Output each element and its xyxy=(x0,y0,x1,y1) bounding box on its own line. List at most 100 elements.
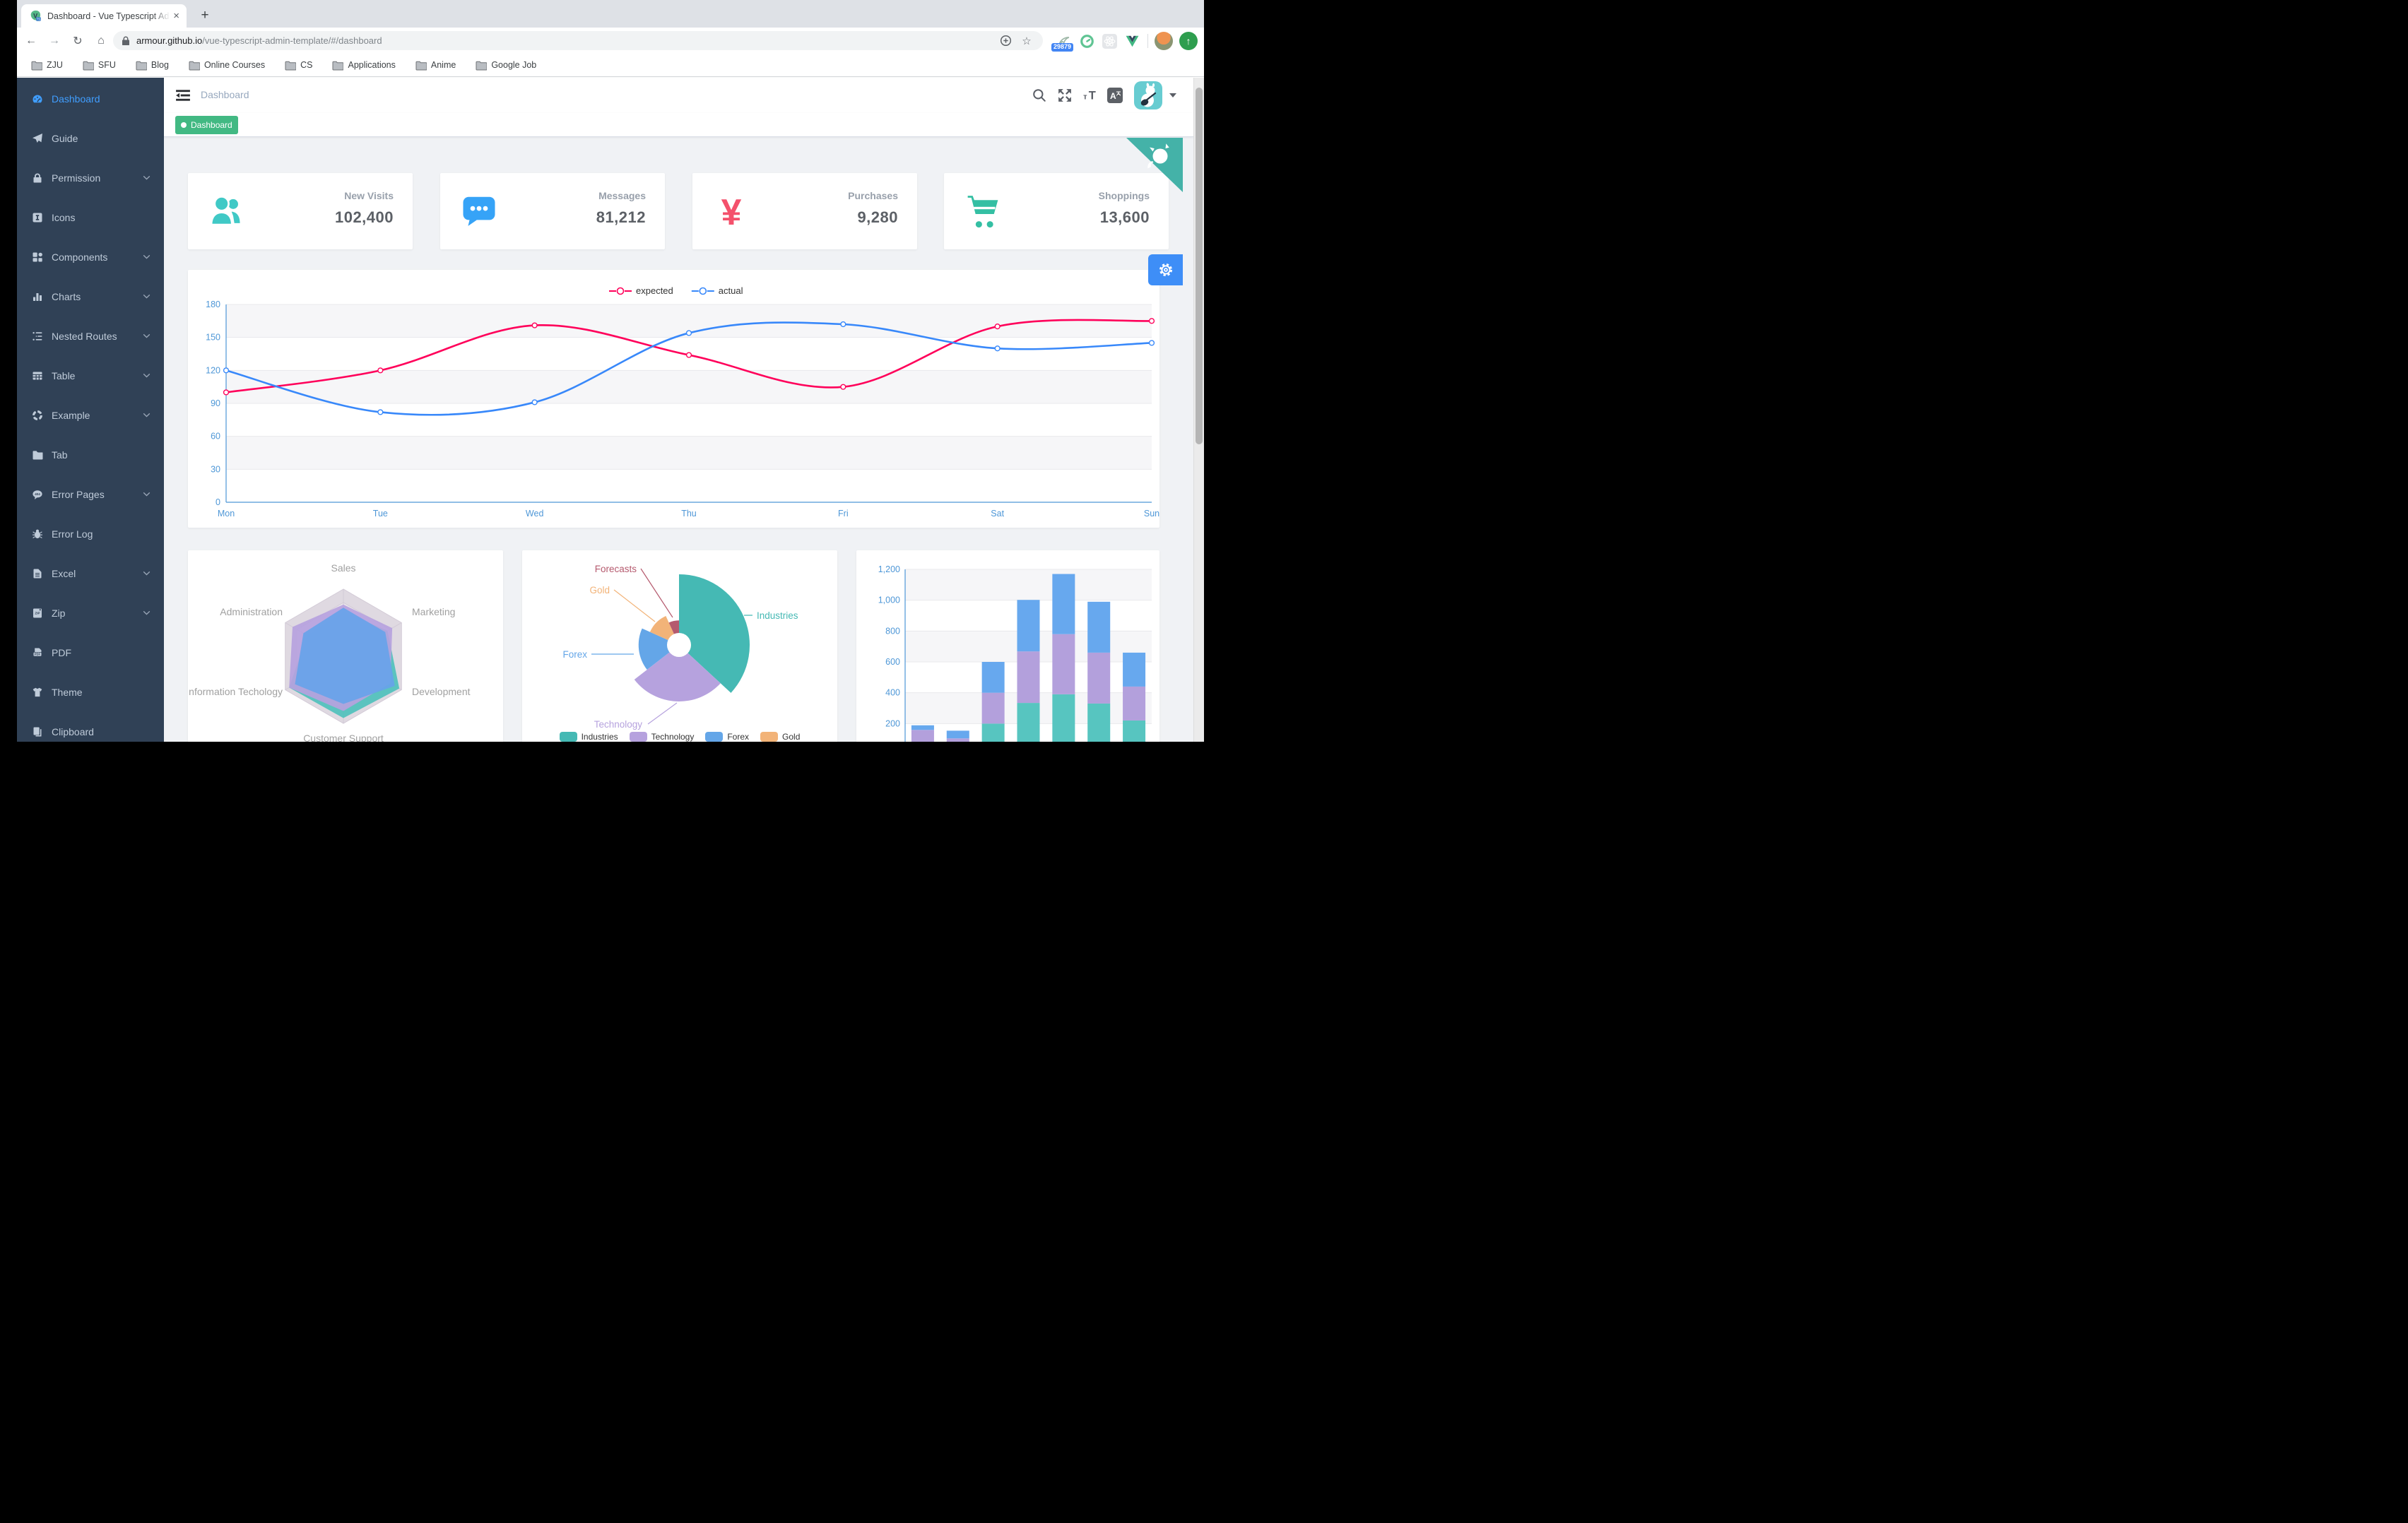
lock-icon xyxy=(122,36,129,45)
reload-icon[interactable]: ↻ xyxy=(73,35,83,47)
sidebar-item-components[interactable]: Components xyxy=(17,237,164,277)
svg-text:A: A xyxy=(1110,91,1116,101)
scrollbar-thumb[interactable] xyxy=(1196,88,1203,444)
settings-gear-button[interactable] xyxy=(1148,254,1183,285)
extension-download-icon[interactable]: 29879 xyxy=(1051,32,1074,52)
svg-text:Administration: Administration xyxy=(220,606,283,617)
sidebar-item-tab[interactable]: Tab xyxy=(17,435,164,475)
chevron-down-icon[interactable] xyxy=(1169,93,1176,101)
extension-ring-icon[interactable] xyxy=(1078,32,1095,49)
new-tab-button[interactable]: + xyxy=(201,8,209,23)
folder-icon xyxy=(476,60,488,71)
bookmark-item[interactable]: Google Job xyxy=(471,60,536,71)
legend-swatch xyxy=(629,732,647,742)
svg-text:1,000: 1,000 xyxy=(878,595,900,605)
folder-icon xyxy=(189,60,200,71)
legend-item-forex[interactable]: Forex xyxy=(705,732,749,742)
error-pages-icon: 404 xyxy=(32,489,43,500)
line-chart[interactable]: 0 30 60 90 120 150 180 Mon Tue Wed Thu Fri Sat Sun exp… xyxy=(188,270,1159,528)
nested-icon xyxy=(32,331,43,342)
svg-text:180: 180 xyxy=(206,300,220,309)
sidebar-item-error-pages[interactable]: 404 Error Pages xyxy=(17,475,164,514)
svg-text:90: 90 xyxy=(211,398,220,408)
bookmark-item[interactable]: Online Courses xyxy=(184,60,265,71)
sidebar-item-zip[interactable]: ZIP Zip xyxy=(17,593,164,633)
tab-close-icon[interactable]: × xyxy=(173,10,179,22)
bookmark-item[interactable]: ZJU xyxy=(27,60,63,71)
money-icon: ¥ xyxy=(712,191,750,232)
url-bar[interactable]: armour.github.io/vue-typescript-admin-te… xyxy=(113,31,1043,50)
svg-text:800: 800 xyxy=(885,626,900,636)
chrome-update-button[interactable]: ↑ xyxy=(1179,32,1198,50)
bookmark-item[interactable]: SFU xyxy=(78,60,116,71)
svg-text:600: 600 xyxy=(885,657,900,667)
bookmark-item[interactable]: Applications xyxy=(328,60,396,71)
legend-item-gold[interactable]: Gold xyxy=(760,732,800,742)
react-devtools-icon[interactable] xyxy=(1101,32,1118,49)
stat-card-purchases[interactable]: ¥ Purchases 9,280 xyxy=(692,173,917,249)
radar-chart-card: Sales Administration Information Techology… xyxy=(188,550,503,742)
stat-card-shoppings[interactable]: Shoppings 13,600 xyxy=(944,173,1169,249)
components-icon xyxy=(32,251,43,263)
pie-chart[interactable]: Industries Technology Forex Gold Forecasts xyxy=(522,550,837,733)
tab-strip: V TS Dashboard - Vue Typescript Ad × + xyxy=(17,0,1204,28)
page-scrollbar[interactable] xyxy=(1193,78,1204,742)
bookmark-item[interactable]: CS xyxy=(281,60,312,71)
radar-chart[interactable]: Sales Administration Information Techology… xyxy=(188,550,503,742)
user-avatar[interactable] xyxy=(1134,81,1162,109)
bar-chart-card: 200 400 600 800 1,000 1,200 xyxy=(856,550,1159,742)
legend-item-technology[interactable]: Technology xyxy=(629,732,694,742)
pie-chart-card: Industries Technology Forex Gold Forecasts I… xyxy=(522,550,837,742)
bug-icon xyxy=(32,528,43,540)
sidebar: Dashboard Guide Permission Icons Components C… xyxy=(17,78,164,742)
chrome-profile-avatar[interactable] xyxy=(1155,32,1173,50)
bookmark-item[interactable]: Anime xyxy=(411,60,456,71)
svg-text:Information Techology: Information Techology xyxy=(188,686,283,697)
sidebar-item-guide[interactable]: Guide xyxy=(17,119,164,158)
search-icon[interactable] xyxy=(1031,87,1048,104)
translate-icon[interactable]: A xyxy=(1107,88,1123,103)
guide-icon xyxy=(32,133,43,144)
sidebar-item-nested-routes[interactable]: Nested Routes xyxy=(17,316,164,356)
svg-text:Gold: Gold xyxy=(589,585,610,595)
svg-text:1,200: 1,200 xyxy=(878,564,900,574)
sidebar-item-permission[interactable]: Permission xyxy=(17,158,164,198)
sidebar-item-icons[interactable]: Icons xyxy=(17,198,164,237)
legend-item-industries[interactable]: Industries xyxy=(559,732,618,742)
home-icon[interactable]: ⌂ xyxy=(98,34,105,47)
svg-text:200: 200 xyxy=(885,718,900,728)
tag-dashboard[interactable]: Dashboard xyxy=(175,116,238,134)
github-corner-link[interactable] xyxy=(1126,138,1183,192)
sidebar-item-example[interactable]: Example xyxy=(17,396,164,435)
fullscreen-icon[interactable] xyxy=(1056,87,1073,104)
svg-text:ZIP: ZIP xyxy=(35,612,40,615)
stat-card-new-visits[interactable]: New Visits 102,400 xyxy=(188,173,413,249)
bookmark-item[interactable]: Blog xyxy=(131,60,169,71)
forward-icon[interactable]: → xyxy=(49,34,60,47)
sidebar-item-pdf[interactable]: PDF PDF xyxy=(17,633,164,672)
bar-chart[interactable]: 200 400 600 800 1,000 1,200 xyxy=(856,550,1159,742)
tag-active-dot xyxy=(181,122,187,128)
sidebar-item-excel[interactable]: Excel xyxy=(17,554,164,593)
svg-text:Industries: Industries xyxy=(757,610,798,621)
bookmark-star-icon[interactable]: ☆ xyxy=(1022,35,1032,47)
svg-text:Technology: Technology xyxy=(594,719,643,730)
sidebar-item-theme[interactable]: Theme xyxy=(17,672,164,712)
sidebar-item-error-log[interactable]: Error Log xyxy=(17,514,164,554)
stat-card-messages[interactable]: Messages 81,212 xyxy=(440,173,665,249)
sidebar-item-clipboard[interactable]: Clipboard xyxy=(17,712,164,742)
hamburger-fold-icon[interactable] xyxy=(175,88,191,103)
browser-tab[interactable]: V TS Dashboard - Vue Typescript Ad × xyxy=(21,4,187,28)
vue-devtools-icon[interactable] xyxy=(1123,32,1140,49)
sidebar-item-dashboard[interactable]: Dashboard xyxy=(17,79,164,119)
sidebar-item-table[interactable]: Table xyxy=(17,356,164,396)
vue-favicon-icon: V TS xyxy=(30,10,42,22)
breadcrumb: Dashboard xyxy=(201,89,249,100)
zoom-plus-icon[interactable] xyxy=(998,33,1013,49)
icons-icon xyxy=(32,212,43,223)
example-icon xyxy=(32,410,43,421)
back-icon[interactable]: ← xyxy=(25,34,37,47)
sidebar-item-charts[interactable]: Charts xyxy=(17,277,164,316)
svg-text:Thu: Thu xyxy=(681,509,697,518)
